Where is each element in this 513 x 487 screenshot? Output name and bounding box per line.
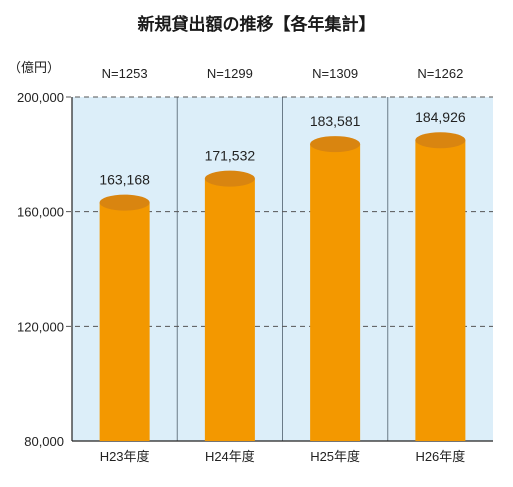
bar [310, 144, 361, 441]
x-tick-label: H23年度 [100, 449, 150, 464]
y-tick-label: 200,000 [17, 90, 64, 105]
sample-size-label: N=1309 [312, 66, 358, 81]
bar [415, 140, 466, 441]
sample-size-label: N=1253 [102, 66, 148, 81]
bar-top-cap [415, 132, 466, 149]
bar-top-cap [310, 136, 361, 153]
bar-value-label: 183,581 [310, 113, 361, 129]
y-tick-label: 160,000 [17, 205, 64, 220]
bar [204, 178, 255, 441]
bar-top-cap [204, 170, 255, 187]
sample-size-label: N=1262 [417, 66, 463, 81]
chart-title: 新規貸出額の推移【各年集計】 [137, 15, 376, 35]
bar-value-label: 163,168 [99, 172, 150, 188]
x-tick-label: H25年度 [310, 449, 360, 464]
y-tick-label: 80,000 [24, 434, 64, 449]
y-axis-unit-label: （億円） [8, 60, 60, 76]
x-tick-label: H26年度 [415, 449, 465, 464]
bar-value-label: 184,926 [415, 109, 466, 125]
bar [99, 202, 150, 441]
sample-size-label: N=1299 [207, 66, 253, 81]
bar-value-label: 171,532 [205, 148, 256, 164]
x-tick-label: H24年度 [205, 449, 255, 464]
y-tick-label: 120,000 [17, 319, 64, 334]
bar-top-cap [99, 194, 150, 211]
